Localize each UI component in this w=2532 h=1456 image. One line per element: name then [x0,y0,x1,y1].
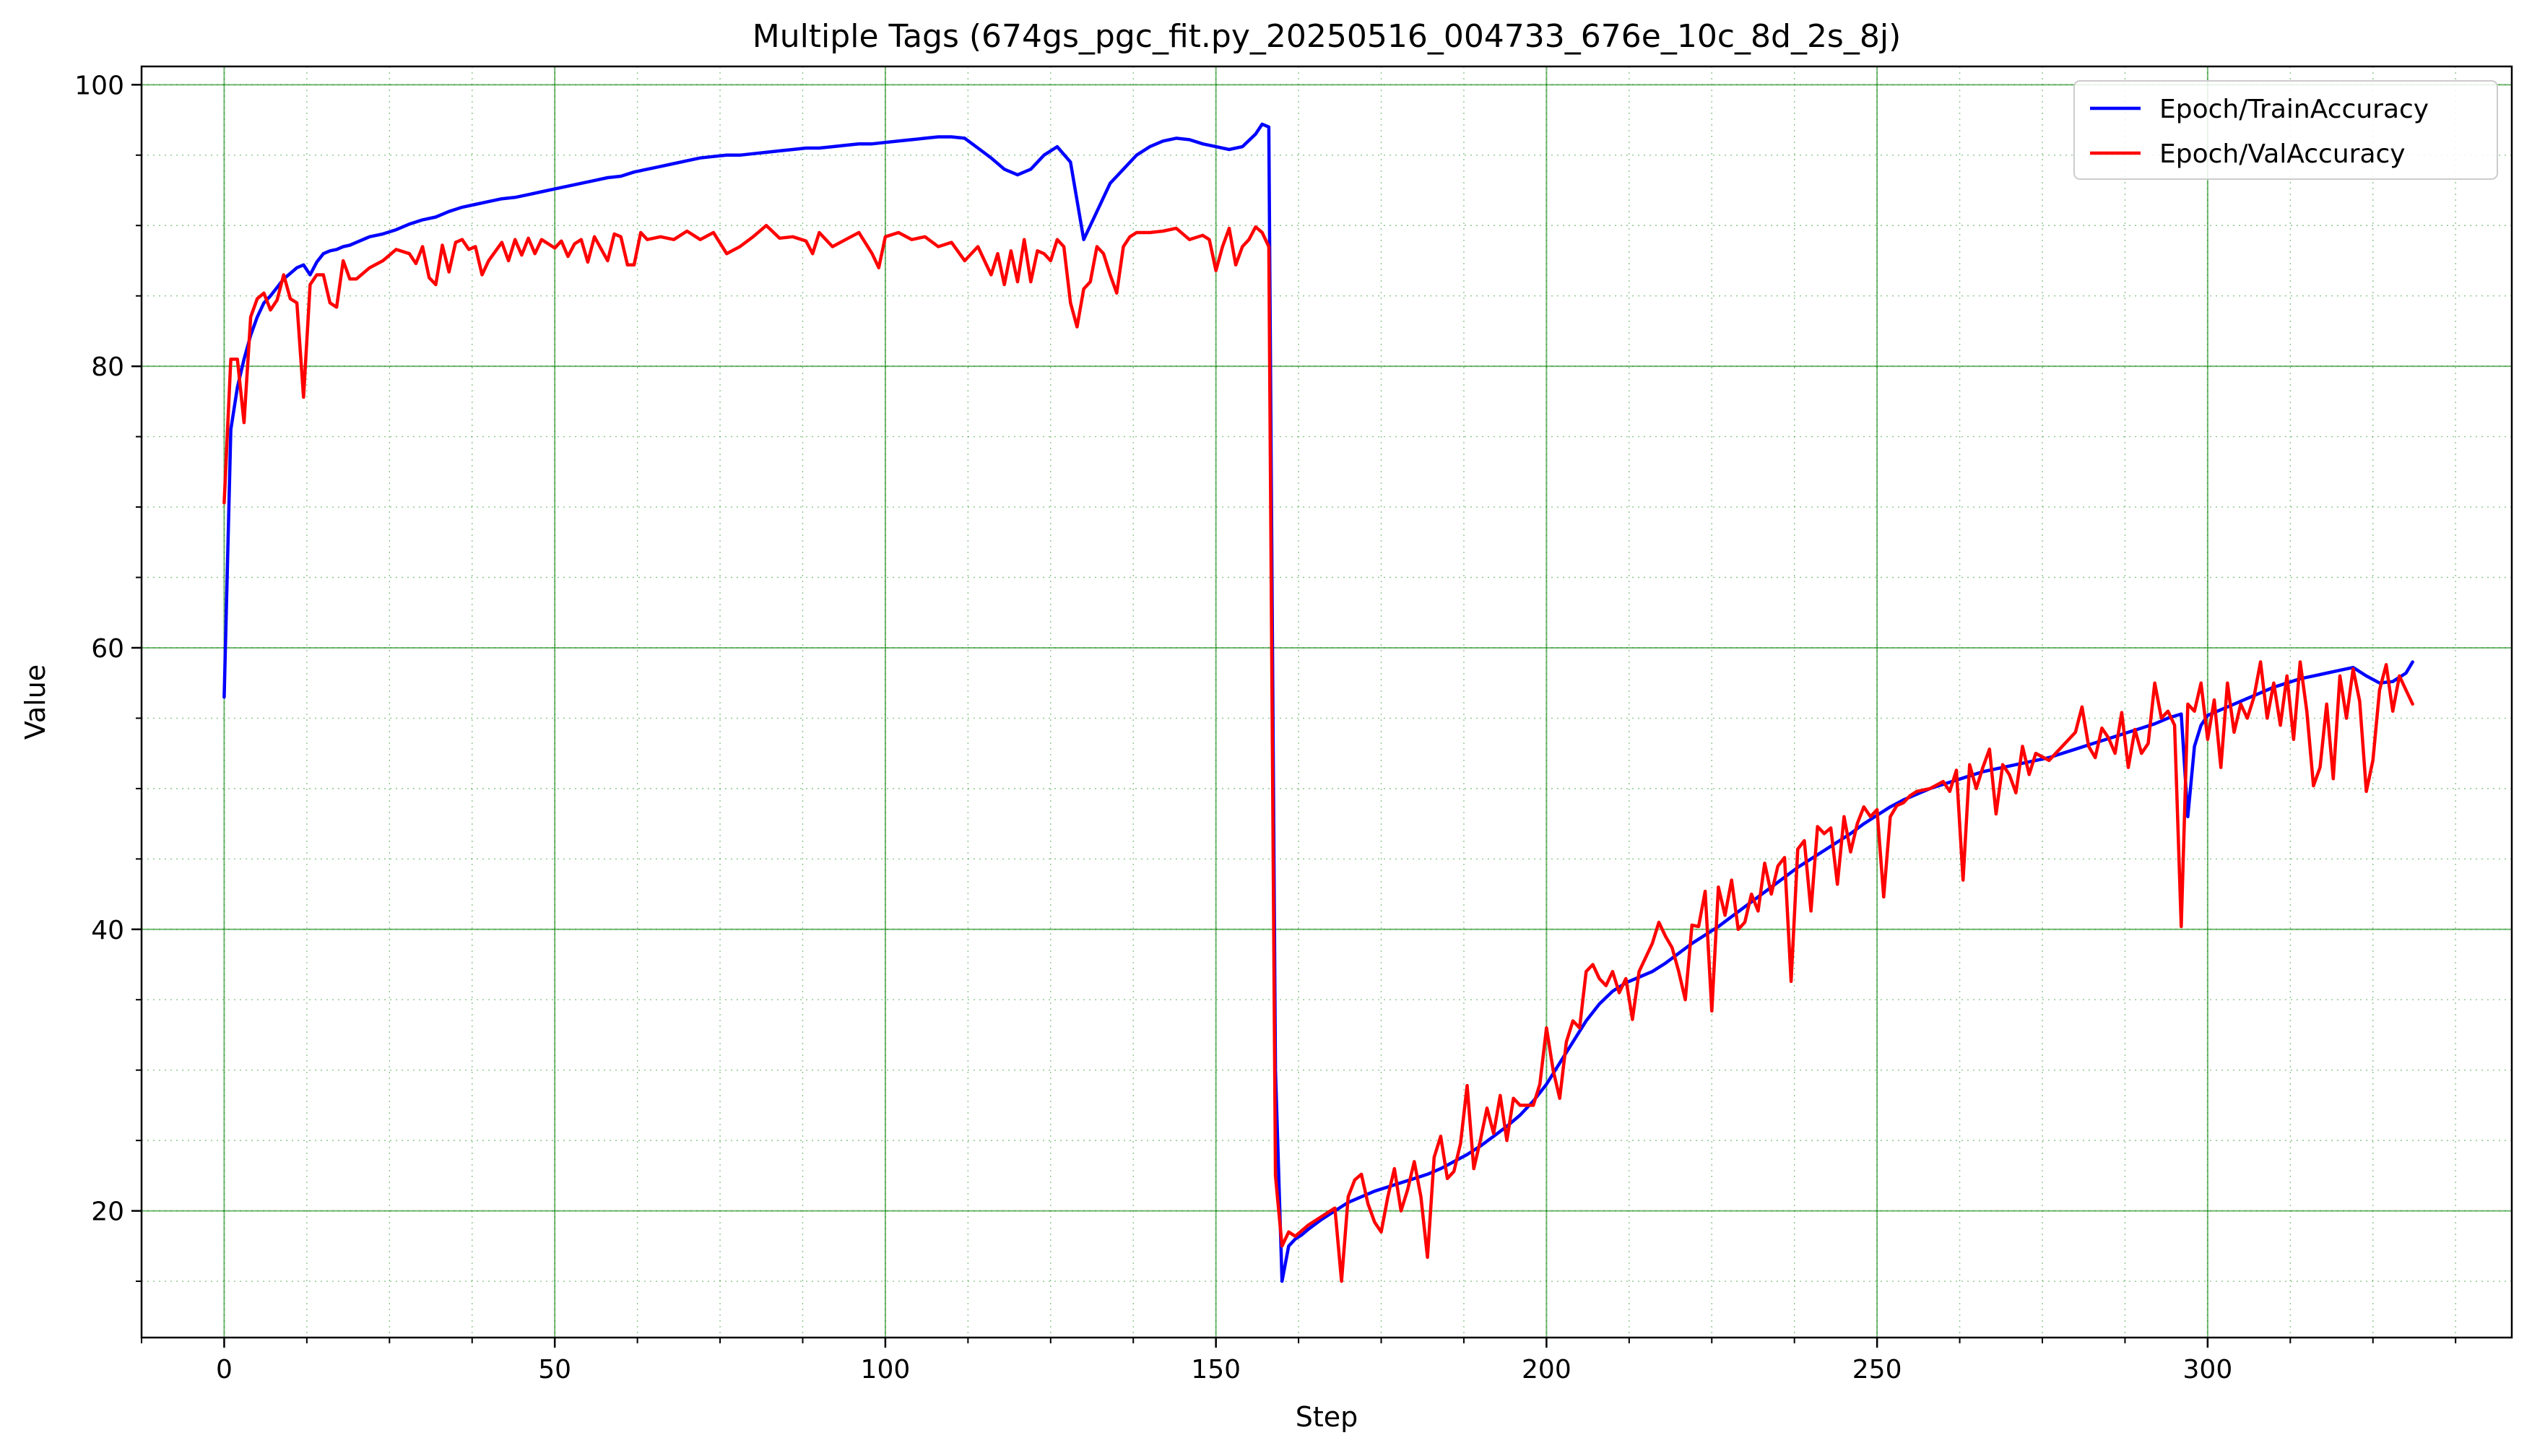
x-tick-label: 150 [1191,1355,1241,1384]
y-tick-label: 20 [91,1197,124,1227]
series-layer [222,122,2414,1283]
legend-label-epoch-trainaccuracy: Epoch/TrainAccuracy [2159,95,2429,124]
x-tick-label: 300 [2183,1355,2233,1384]
x-axis-label: Step [1296,1401,1358,1433]
plot-area-frame [140,65,2513,1339]
y-tick-label: 100 [74,71,124,100]
legend-label-epoch-valaccuracy: Epoch/ValAccuracy [2159,139,2406,169]
legend-box [2073,80,2498,180]
x-axis-ticks: 0 50 100 150 200 250 300 [141,1338,2457,1384]
legend: Epoch/TrainAccuracy Epoch/ValAccuracy [2073,80,2498,180]
y-axis-label: Value [19,664,51,740]
x-tick-label: 100 [861,1355,911,1384]
x-tick-label: 250 [1852,1355,1902,1384]
y-tick-label: 60 [91,634,124,664]
y-tick-label: 40 [91,916,124,945]
chart-title: Multiple Tags (674gs_pgc_fit.py_20250516… [753,18,1902,55]
series-line-epoch-valaccuracy [222,223,2414,1283]
x-tick-label: 50 [538,1355,571,1384]
x-tick-label: 200 [1522,1355,1571,1384]
x-tick-label: 0 [216,1355,233,1384]
y-tick-label: 80 [91,352,124,382]
major-grid [142,66,2512,1338]
y-axis-ticks: 20 40 60 80 100 [74,71,142,1283]
